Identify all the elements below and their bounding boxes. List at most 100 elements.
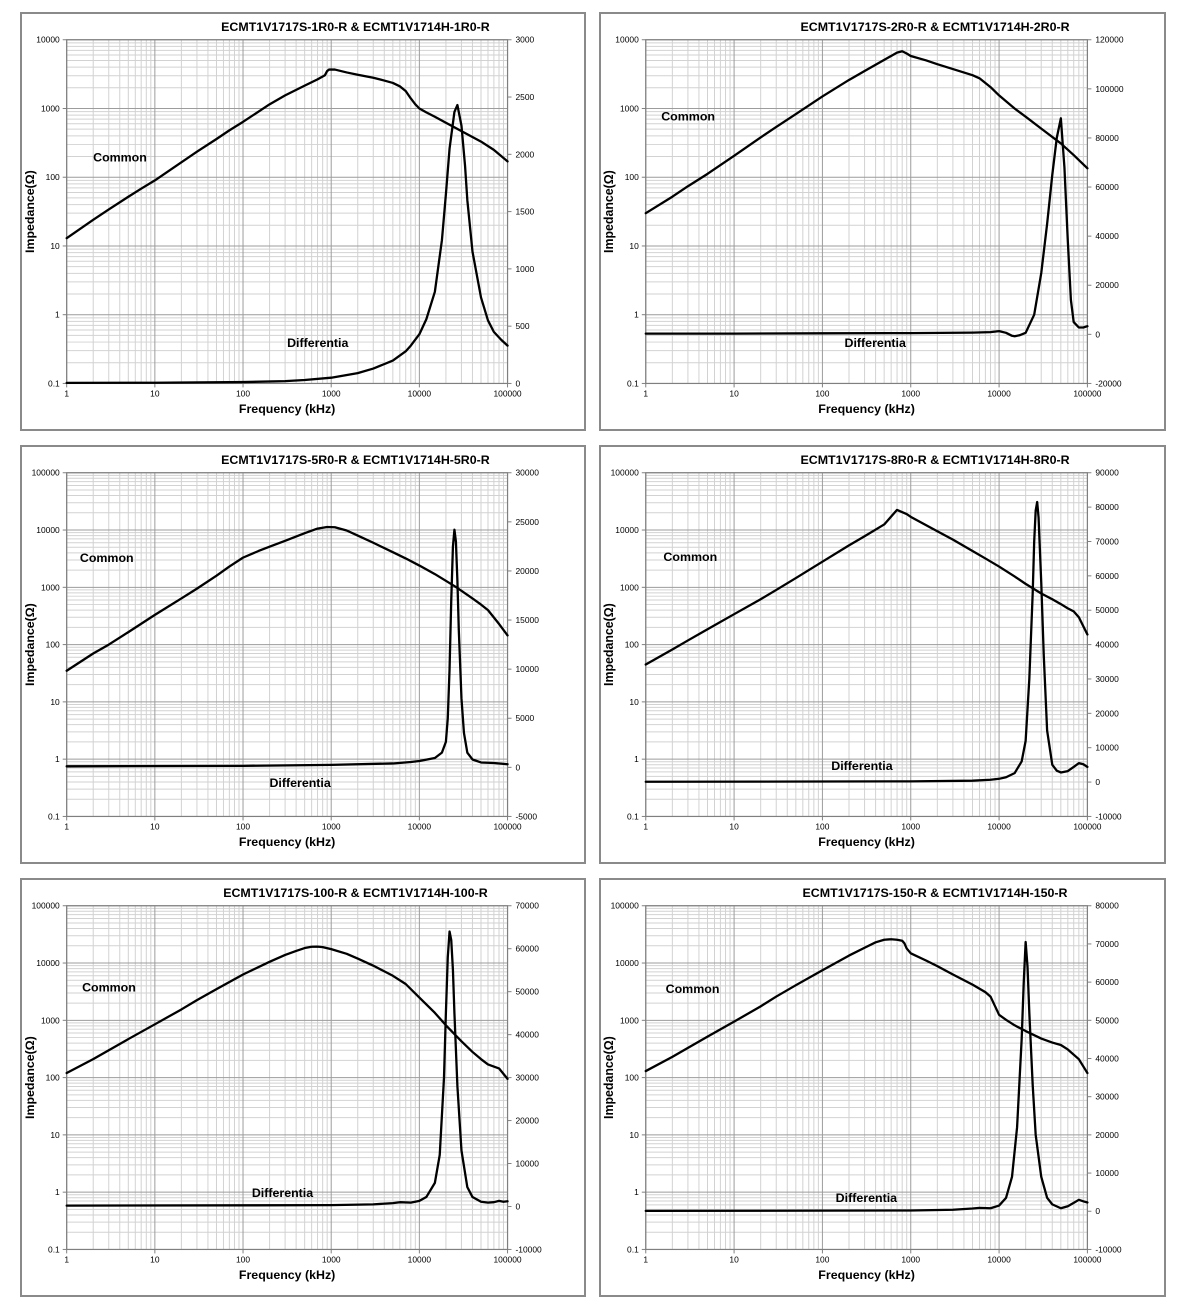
left-tick-label: 1 (634, 310, 639, 320)
x-tick-label: 10 (729, 821, 739, 831)
right-tick-label: 50000 (1095, 1015, 1119, 1025)
left-tick-label: 1000 (620, 1015, 639, 1025)
chart-panel: 1 10 100 1000 10000 100000 0.1 1 10 100 1000 10000 1… (20, 445, 586, 864)
x-tick-label: 1 (64, 388, 69, 398)
series-label-common: Common (661, 109, 715, 123)
left-tick-label: 100 (46, 640, 60, 650)
left-tick-label: 10000 (615, 958, 639, 968)
x-tick-label: 10000 (408, 821, 432, 831)
x-tick-label: 100000 (493, 821, 521, 831)
x-axis-title: Frequency (kHz) (239, 1268, 335, 1282)
left-tick-label: 10 (629, 697, 639, 707)
series-label-common: Common (666, 982, 720, 996)
x-axis-title: Frequency (kHz) (818, 835, 915, 849)
right-tick-label: 60000 (1095, 182, 1119, 192)
x-tick-label: 1000 (322, 821, 341, 831)
left-tick-label: 0.1 (48, 811, 60, 821)
chart-title: ECMT1V1717S-8R0-R & ECMT1V1714H-8R0-R (800, 453, 1069, 467)
left-tick-label: 1 (634, 1187, 639, 1197)
right-tick-label: 50000 (1095, 605, 1119, 615)
x-axis-title: Frequency (kHz) (239, 402, 335, 416)
right-tick-label: -20000 (1095, 378, 1122, 388)
plot-border (645, 39, 1089, 385)
y-axis-title: Impedance(Ω) (602, 603, 616, 686)
right-tick-label: 20000 (1095, 1130, 1119, 1140)
series-label-differential: Differentia (252, 1186, 313, 1200)
right-tick-label: 0 (515, 378, 520, 388)
chart-panel: 1 10 100 1000 10000 100000 0.1 1 10 100 1000 10000 0… (20, 12, 586, 431)
chart-title: ECMT1V1717S-150-R & ECMT1V1714H-150-R (803, 886, 1068, 900)
x-tick-label: 1 (643, 821, 648, 831)
common-curve (644, 50, 1089, 215)
x-tick-label: 1000 (322, 1254, 341, 1264)
left-tick-label: 1000 (41, 103, 60, 113)
left-tick-label: 1 (55, 1187, 60, 1197)
left-tick-label: 1 (55, 310, 60, 320)
right-tick-label: 30000 (1095, 674, 1119, 684)
right-tick-label: -10000 (1095, 811, 1122, 821)
x-tick-label: 10 (729, 1254, 739, 1264)
differential-curve (644, 940, 1089, 1213)
right-tick-label: -10000 (1095, 1244, 1122, 1254)
left-tick-label: 100 (46, 172, 60, 182)
right-tick-label: 0 (1095, 329, 1100, 339)
series-label-differential: Differentia (269, 776, 330, 790)
x-tick-label: 1000 (322, 388, 341, 398)
right-tick-label: 80000 (1095, 502, 1119, 512)
x-tick-label: 100 (815, 1254, 829, 1264)
chart-canvas: 1 10 100 1000 10000 1000000.11101001000100001… (602, 886, 1122, 1282)
left-tick-label: 100000 (611, 468, 639, 478)
x-tick-label: 1 (64, 821, 69, 831)
left-tick-label: 10 (50, 1130, 60, 1140)
differential-curve (644, 500, 1089, 783)
x-tick-label: 100 (815, 821, 829, 831)
y-axis-title: Impedance(Ω) (23, 1036, 37, 1119)
right-tick-label: 10000 (515, 664, 539, 674)
x-tick-label: 100 (236, 821, 250, 831)
right-tick-label: -5000 (515, 811, 537, 821)
left-tick-label: 100000 (32, 901, 60, 911)
x-tick-label: 10000 (987, 1254, 1011, 1264)
right-tick-label: 70000 (1095, 536, 1119, 546)
left-tick-label: 10 (50, 697, 60, 707)
right-tick-label: 0 (515, 1201, 520, 1211)
x-tick-label: 100000 (493, 1254, 521, 1264)
series-label-differential: Differentia (836, 1191, 898, 1205)
x-tick-label: 100 (236, 1254, 250, 1264)
left-tick-label: 100000 (611, 901, 639, 911)
right-tick-label: 70000 (1095, 939, 1119, 949)
right-tick-label: 30000 (515, 1073, 539, 1083)
x-tick-label: 1 (643, 1254, 648, 1264)
right-tick-label: 0 (515, 762, 520, 772)
right-tick-label: 15000 (515, 615, 539, 625)
series-label-differential: Differentia (845, 336, 907, 350)
left-tick-label: 100 (46, 1073, 60, 1083)
x-tick-label: 100000 (493, 388, 521, 398)
right-tick-label: 60000 (1095, 571, 1119, 581)
right-tick-label: 80000 (1095, 901, 1119, 911)
right-tick-label: 60000 (1095, 977, 1119, 987)
right-tick-label: 50000 (515, 987, 539, 997)
chart-title: ECMT1V1717S-5R0-R & ECMT1V1714H-5R0-R (221, 453, 490, 467)
left-tick-label: 1000 (620, 103, 639, 113)
right-tick-label: 40000 (1095, 1053, 1119, 1063)
y-axis-title: Impedance(Ω) (602, 170, 616, 253)
right-tick-label: 10000 (1095, 1168, 1119, 1178)
x-tick-label: 10 (729, 388, 739, 398)
right-tick-label: 20000 (515, 1116, 539, 1126)
left-tick-label: 10000 (36, 35, 60, 45)
left-tick-label: 1000 (41, 1015, 60, 1025)
left-tick-label: 1 (55, 754, 60, 764)
chart-canvas: 1 10 100 1000 10000 1000000.11101001000100001… (23, 886, 542, 1282)
x-tick-label: 100 (815, 388, 829, 398)
y-axis-title: Impedance(Ω) (23, 603, 37, 686)
right-tick-label: 100000 (1095, 84, 1123, 94)
right-tick-label: 1000 (515, 264, 534, 274)
left-tick-label: 100000 (32, 468, 60, 478)
x-tick-label: 100000 (1073, 821, 1101, 831)
differential-curve (644, 117, 1089, 338)
left-tick-label: 0.1 (627, 811, 639, 821)
common-curve (65, 68, 509, 240)
right-tick-label: 30000 (1095, 1092, 1119, 1102)
